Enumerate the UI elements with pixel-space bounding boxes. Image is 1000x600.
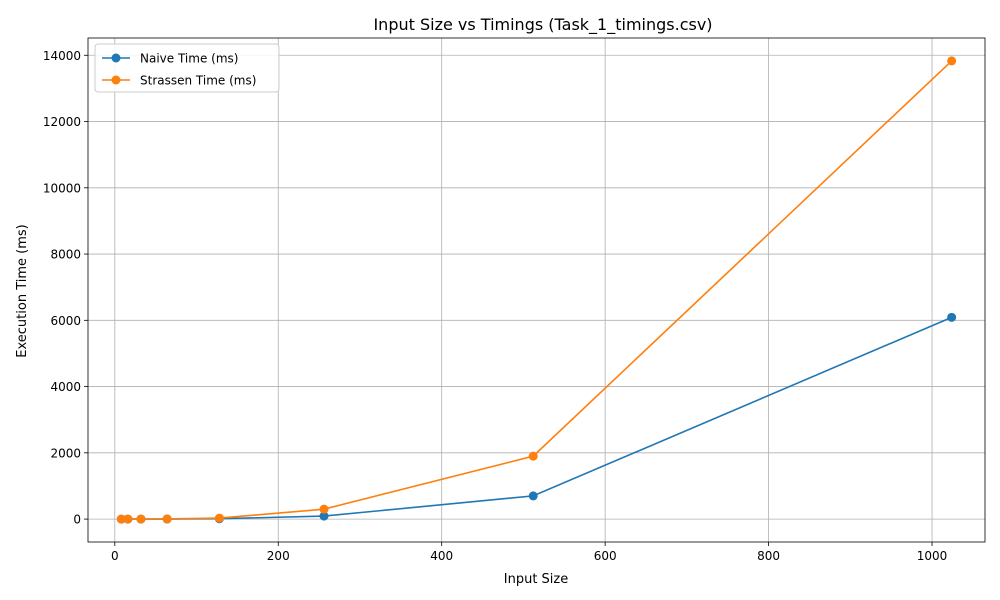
legend-marker: [111, 53, 121, 63]
y-tick-label: 4000: [50, 380, 81, 394]
y-tick-label: 6000: [50, 314, 81, 328]
axes: 0 200 400 600 800 100002000400060008000100001…: [43, 49, 948, 563]
y-tick-label: 14000: [43, 49, 81, 63]
series-2: [116, 56, 957, 524]
y-axis-label: Execution Time (ms): [15, 224, 30, 357]
data-point: [136, 514, 146, 524]
legend-box: [94, 43, 280, 93]
data-point: [123, 514, 133, 524]
y-tick-label: 8000: [50, 248, 81, 262]
legend-label: Naive Time (ms): [140, 52, 238, 66]
data-point: [319, 504, 329, 514]
x-tick-label: 0: [111, 549, 119, 563]
y-tick-label: 12000: [43, 115, 81, 129]
y-tick-label: 2000: [50, 446, 81, 460]
x-tick-label: 600: [594, 549, 617, 563]
x-tick-label: 1000: [917, 549, 948, 563]
data-point: [528, 451, 538, 461]
chart-title: Input Size vs Timings (Task_1_timings.cs…: [373, 15, 712, 35]
x-tick-label: 800: [757, 549, 780, 563]
legend: Naive Time (ms) Strassen Time (ms): [94, 43, 280, 93]
y-tick-label: 0: [73, 513, 81, 527]
legend-label: Strassen Time (ms): [140, 74, 256, 88]
data-point: [947, 56, 957, 66]
legend-item: Naive Time (ms): [102, 52, 238, 66]
grid: [88, 38, 985, 542]
data-point: [116, 514, 126, 524]
data-point: [319, 511, 329, 521]
x-tick-label: 200: [267, 549, 290, 563]
data-point: [214, 513, 224, 523]
x-tick-label: 400: [430, 549, 453, 563]
y-tick-label: 10000: [43, 181, 81, 195]
plot-frame: [87, 37, 986, 543]
data-point: [528, 491, 538, 501]
legend-item: Strassen Time (ms): [102, 74, 256, 88]
legend-marker: [111, 75, 121, 85]
x-axis-label: Input Size: [504, 572, 568, 587]
data-point: [947, 312, 957, 322]
data-point: [162, 514, 172, 524]
series-layer: [116, 56, 957, 524]
